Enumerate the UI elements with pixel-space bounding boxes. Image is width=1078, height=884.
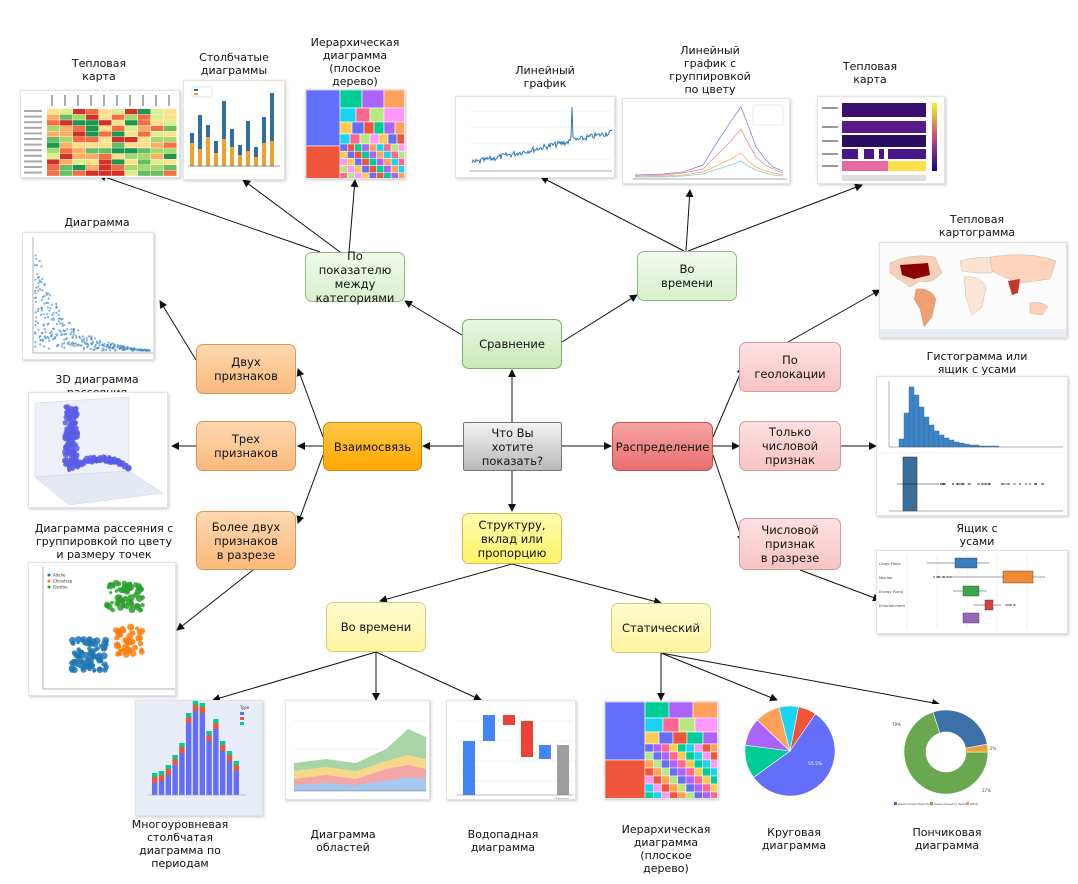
svg-text:Type: Type: [239, 705, 250, 710]
arrow-rel-more: [296, 454, 324, 524]
heatmap-thumbnail-2: [817, 96, 945, 184]
arrow-cat-heatmap: [98, 173, 321, 253]
choropleth-thumbnail: [879, 242, 1067, 338]
stacked-bar-thumbnail: Type: [135, 700, 263, 816]
arrow-time-heatmap: [687, 183, 863, 252]
caption-treemap-1: Иерархическая диаграмма (плоское дерево): [310, 36, 400, 88]
caption-area-chart: Диаграмма областей: [310, 828, 376, 854]
svg-text:Balance: Balance: [555, 797, 569, 800]
treemap-thumbnail-1: [305, 89, 405, 179]
arrow-stime-stacked: [212, 651, 377, 702]
arrow-dist-geo: [712, 366, 744, 438]
caption-stacked-bar: Многоуровневая столбчатая диаграмма по п…: [131, 818, 229, 870]
svg-text:Adelie: Adelie: [53, 573, 66, 578]
donut-chart-thumbnail: 79% 2% 27% Deals Closed Remotely Deals Close…: [890, 704, 1002, 810]
heatmap-thumbnail-1: [20, 90, 180, 178]
arrow-more-scattergroup: [176, 569, 254, 631]
arrow-time-linegroup: [685, 189, 694, 252]
svg-text:Deals Closed in Person: Deals Closed in Person: [934, 802, 968, 806]
arrow-rel-two: [296, 368, 324, 438]
boxplot-thumbnail: Cargo Plane Monitor Energy Pump Entertai…: [876, 550, 1068, 634]
caption-waterfall: Водопадная диаграмма: [467, 828, 539, 854]
arrow-sstatic-pie: [660, 652, 778, 702]
pie-chart-thumbnail: 55.5%: [735, 701, 845, 801]
svg-text:Deals Closed Remotely: Deals Closed Remotely: [898, 802, 933, 806]
arrow-time-line: [540, 176, 685, 252]
grouped-scatter-thumbnail: Adelie Chinstrap Gentoo: [28, 562, 176, 696]
svg-text:Gentoo: Gentoo: [53, 585, 68, 590]
line-chart-thumbnail: [455, 96, 615, 178]
caption-line-grouped: Линейный график с группировкой по цвету: [669, 44, 751, 96]
over-time-comparison-node[interactable]: Во времени: [637, 251, 737, 301]
structure-static-node[interactable]: Статический: [611, 603, 711, 653]
caption-bar-charts: Столбчатые диаграммы: [199, 51, 269, 77]
svg-text:Other: Other: [970, 802, 979, 806]
svg-text:27%: 27%: [982, 788, 991, 793]
relationship-node[interactable]: Взаимосвязь: [323, 422, 422, 471]
arrow-comparison-time: [561, 294, 638, 343]
caption-donut: Пончиковая диаграмма: [912, 826, 982, 852]
arrow-cat-bars: [242, 179, 341, 253]
arrow-numericcut-box: [799, 569, 881, 602]
two-features-node[interactable]: Двух признаков: [196, 344, 296, 394]
more-features-node[interactable]: Более двух признаков в разрезе: [196, 511, 296, 570]
svg-text:55.5%: 55.5%: [808, 761, 823, 767]
svg-text:Monitor: Monitor: [879, 576, 893, 580]
arrow-geo-choropleth: [787, 289, 881, 343]
numeric-cut-node[interactable]: Числовой признак в разрезе: [739, 518, 841, 570]
center-question-node[interactable]: Что Вы хотите показать?: [463, 422, 562, 471]
svg-text:Energy Pump: Energy Pump: [879, 590, 904, 594]
three-features-node[interactable]: Трех признаков: [196, 421, 296, 471]
comparison-node[interactable]: Сравнение: [462, 319, 562, 369]
caption-heatmap-2: Тепловая карта: [842, 60, 898, 86]
caption-scatter-grouped: Диаграмма рассеяния с группировкой по цв…: [34, 522, 174, 561]
arrow-stime-waterfall: [375, 651, 482, 701]
svg-text:2%: 2%: [990, 746, 997, 751]
svg-text:Chinstrap: Chinstrap: [53, 579, 73, 584]
arrow-comparison-category: [404, 300, 463, 336]
by-geolocation-node[interactable]: По геолокации: [739, 342, 841, 392]
scatter-thumbnail: [22, 232, 154, 360]
svg-text:Cargo Plane: Cargo Plane: [879, 562, 901, 566]
arrow-two-scatter: [159, 300, 197, 361]
distribution-node[interactable]: Распределение: [612, 422, 713, 471]
caption-line-chart: Линейный график: [515, 64, 575, 90]
caption-pie: Круговая диаграмма: [761, 826, 827, 852]
structure-over-time-node[interactable]: Во времени: [326, 602, 426, 652]
caption-choropleth: Тепловая картограмма: [938, 213, 1016, 239]
svg-text:Entertainment: Entertainment: [879, 604, 906, 608]
histogram-boxplot-thumbnail: [876, 376, 1068, 516]
caption-histogram: Гистограмма или ящик с усами: [926, 350, 1028, 376]
bar-chart-bars: [190, 93, 274, 166]
arrow-struct-time: [379, 563, 513, 603]
caption-boxplot: Ящик с усами: [956, 522, 998, 548]
scatter-3d-thumbnail: [28, 392, 168, 508]
arrow-cat-treemap: [348, 179, 359, 253]
arrow-struct-static: [511, 563, 662, 606]
bar-chart-thumbnail: [183, 80, 285, 180]
arrow-sstatic-donut: [660, 652, 940, 707]
by-category-node[interactable]: По показателю между категориями: [305, 249, 405, 305]
structure-node[interactable]: Структуру, вклад или пропорцию: [462, 513, 562, 564]
arrow-dist-numericcut: [712, 454, 745, 543]
waterfall-thumbnail: Balance: [446, 700, 576, 800]
caption-heatmap-1: Тепловая карта: [71, 57, 127, 83]
grouped-line-thumbnail: [622, 98, 790, 184]
treemap-thumbnail-2: [604, 701, 718, 799]
numeric-only-node[interactable]: Только числовой признак: [739, 421, 841, 471]
area-chart-thumbnail: [285, 700, 430, 800]
caption-treemap-2: Иерархическая диаграмма (плоское дерево): [621, 823, 711, 875]
svg-text:79%: 79%: [892, 722, 901, 727]
